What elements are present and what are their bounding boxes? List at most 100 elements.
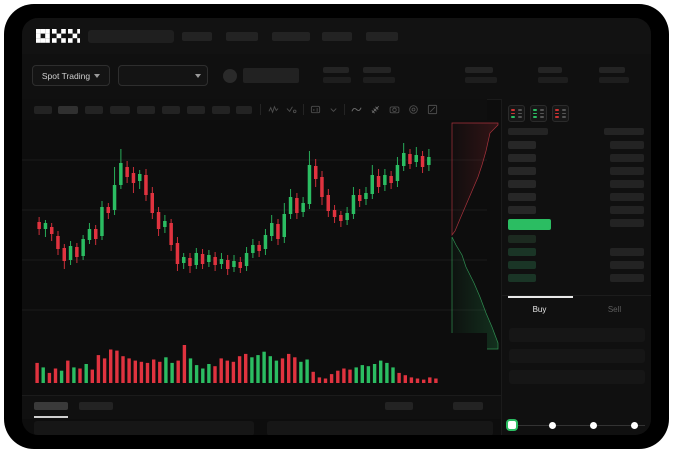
toolbar-divider — [303, 104, 304, 115]
volume-histogram-svg — [35, 345, 438, 383]
nav-item-4[interactable] — [366, 32, 398, 41]
onboarding-stepper — [508, 421, 645, 431]
timeframe-4[interactable] — [137, 106, 155, 114]
trading-pair-select[interactable] — [118, 65, 208, 86]
bottom-panel-content — [22, 419, 501, 435]
bottom-card-1[interactable] — [267, 421, 493, 435]
order-book-display-modes — [508, 105, 569, 122]
timeframe-1[interactable] — [58, 106, 78, 114]
timeframe-0[interactable] — [34, 106, 52, 114]
bottom-tab-0[interactable] — [34, 402, 68, 410]
bottom-panel-tabs — [22, 395, 501, 420]
top-navigation-bar — [22, 18, 651, 55]
market-toolbar: Spot Trading — [22, 54, 651, 100]
order-book-bid-size — [610, 248, 644, 256]
market-stat-0 — [323, 67, 351, 83]
order-book-ask-row[interactable] — [508, 154, 536, 162]
ruler-icon[interactable] — [370, 104, 381, 115]
order-book-bid-row[interactable] — [508, 235, 536, 243]
settings-icon[interactable] — [408, 104, 419, 115]
order-book-mode-bids[interactable] — [530, 105, 547, 122]
market-stat-1 — [363, 67, 395, 83]
order-book-last-price[interactable] — [508, 219, 551, 230]
market-stat-2 — [465, 67, 497, 83]
nav-item-2[interactable] — [272, 32, 310, 41]
stepper-track — [512, 425, 645, 426]
global-search-input[interactable] — [88, 30, 174, 43]
trading-mode-label: Spot Trading — [41, 70, 91, 81]
order-book-column-price — [508, 128, 548, 135]
order-book-mode-asks[interactable] — [552, 105, 569, 122]
stepper-step-1[interactable] — [508, 421, 516, 429]
order-book-ask-row[interactable] — [508, 167, 536, 175]
nav-item-3[interactable] — [322, 32, 352, 41]
stepper-step-3[interactable] — [590, 422, 597, 429]
order-book-ask-row[interactable] — [508, 193, 536, 201]
indicator-icon[interactable] — [268, 104, 279, 115]
order-book-ask-size — [610, 167, 644, 175]
okx-logo[interactable] — [36, 29, 80, 43]
bottom-action-1[interactable] — [453, 402, 483, 410]
market-stat-1-label — [363, 67, 391, 73]
line-chart-icon[interactable] — [351, 104, 362, 115]
order-book-bid-row[interactable] — [508, 274, 536, 282]
order-book-ask-size — [610, 141, 644, 149]
order-book-mode-both[interactable] — [508, 105, 525, 122]
order-book-column-size — [604, 128, 644, 135]
order-book-bid-row[interactable] — [508, 261, 536, 269]
order-book-ask-row[interactable] — [508, 180, 536, 188]
tab-buy[interactable]: Buy — [502, 296, 577, 322]
market-stat-2-value — [465, 77, 497, 83]
market-stat-2-label — [465, 67, 493, 73]
market-stat-0-label — [323, 67, 349, 73]
order-form-field-2[interactable] — [509, 370, 645, 384]
candlestick-chart-svg — [22, 143, 487, 311]
pair-avatar — [223, 69, 237, 83]
market-stat-3 — [538, 67, 568, 83]
order-book-ask-size — [610, 206, 644, 214]
stepper-step-4[interactable] — [631, 422, 638, 429]
timeframe-7[interactable] — [212, 106, 230, 114]
market-stat-3-value — [538, 77, 568, 83]
order-book-panel: Buy Sell — [501, 99, 651, 435]
timeframe-8[interactable] — [236, 106, 252, 114]
market-stat-3-label — [538, 67, 562, 73]
market-stat-4-value — [599, 77, 629, 83]
market-stat-1-value — [363, 77, 395, 83]
order-form-field-0[interactable] — [509, 328, 645, 342]
order-form-field-1[interactable] — [509, 349, 645, 363]
screen: Spot Trading — [22, 18, 651, 435]
bottom-tab-1[interactable] — [79, 402, 113, 410]
camera-icon[interactable] — [389, 104, 400, 115]
timeframe-3[interactable] — [110, 106, 130, 114]
fullscreen-icon[interactable] — [427, 104, 438, 115]
template-icon[interactable] — [310, 104, 321, 115]
order-book-ask-size — [610, 180, 644, 188]
candlestick-chart[interactable] — [22, 120, 487, 333]
order-book-divider — [502, 295, 651, 296]
market-stat-4 — [599, 67, 629, 83]
chevron-down-icon — [94, 73, 101, 78]
order-book-bid-row[interactable] — [508, 248, 536, 256]
timeframe-6[interactable] — [187, 106, 205, 114]
order-side-tabs: Buy Sell — [502, 296, 651, 322]
trading-mode-select[interactable]: Spot Trading — [32, 65, 110, 86]
nav-item-1[interactable] — [226, 32, 258, 41]
compare-icon[interactable] — [286, 104, 297, 115]
order-book-bid-size — [610, 274, 644, 282]
bottom-action-0[interactable] — [385, 402, 413, 410]
market-stat-0-value — [323, 77, 351, 83]
tab-sell[interactable]: Sell — [607, 304, 622, 314]
chevron-down-icon — [195, 73, 201, 78]
order-book-ask-row[interactable] — [508, 141, 536, 149]
last-price-value — [243, 68, 299, 83]
nav-item-0[interactable] — [182, 32, 212, 41]
timeframe-5[interactable] — [162, 106, 180, 114]
stepper-step-2[interactable] — [549, 422, 556, 429]
chevron-down-icon[interactable] — [328, 104, 339, 115]
order-book-ask-row[interactable] — [508, 206, 536, 214]
bottom-tab-0-underline — [34, 416, 68, 418]
timeframe-2[interactable] — [85, 106, 103, 114]
tablet-device-frame: Spot Trading — [4, 4, 669, 449]
bottom-card-0[interactable] — [34, 421, 254, 435]
